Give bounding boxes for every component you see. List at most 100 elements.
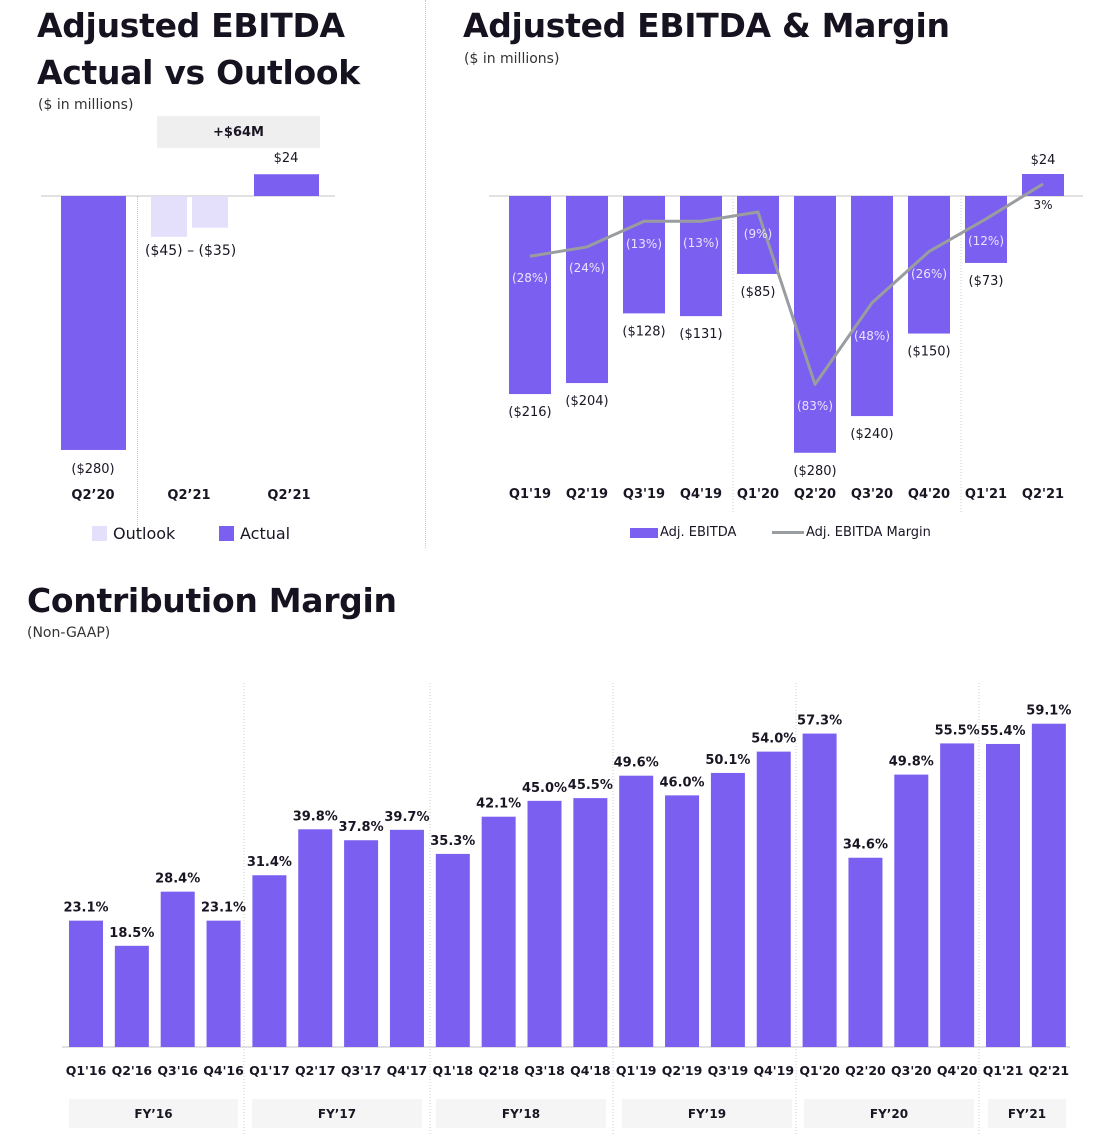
chart3-category-label: Q2'20 xyxy=(845,1063,886,1078)
chart2-value-label: ($128) xyxy=(622,324,665,339)
chart2-margin-label: 3% xyxy=(1033,198,1052,212)
panel-divider xyxy=(425,0,426,548)
chart3-value-label: 42.1% xyxy=(476,797,521,812)
legend-swatch-adj-ebitda-margin xyxy=(772,531,804,534)
chart3-category-label: Q1'20 xyxy=(799,1063,840,1078)
chart3-value-label: 23.1% xyxy=(201,901,246,916)
chart2-category-label: Q4'20 xyxy=(908,487,950,502)
fiscal-year-band: FY’18 xyxy=(436,1099,606,1128)
chart2-bar-Q1'19 xyxy=(509,196,551,395)
legend-label-outlook: Outlook xyxy=(113,524,176,543)
chart2-value-label: ($73) xyxy=(969,274,1004,289)
chart3-value-label: 49.8% xyxy=(889,755,934,770)
chart3-category-label: Q2'19 xyxy=(662,1063,703,1078)
chart3-category-label: Q2'18 xyxy=(478,1063,519,1078)
chart3-value-label: 45.5% xyxy=(568,778,613,793)
panel1-group-divider xyxy=(137,196,138,526)
chart3-category-label: Q4'20 xyxy=(937,1063,978,1078)
chart2-bar-Q2'19 xyxy=(566,196,608,384)
chart3-category-label: Q3'18 xyxy=(524,1063,565,1078)
chart3-value-label: 59.1% xyxy=(1026,704,1071,719)
chart3-category-label: Q1'18 xyxy=(433,1063,474,1078)
chart3-value-label: 28.4% xyxy=(155,872,200,887)
chart3-bar-Q2'17 xyxy=(298,829,333,1047)
chart2-bar-Q2'20 xyxy=(794,196,836,453)
panel2-subtitle: ($ in millions) xyxy=(464,51,560,67)
outlook-range-label: ($45) – ($35) xyxy=(145,243,237,259)
chart2-value-label: $24 xyxy=(1031,153,1056,168)
fiscal-year-band: FY’16 xyxy=(69,1099,238,1128)
chart3-category-label: Q1'16 xyxy=(66,1063,107,1078)
legend-outlook: Outlook xyxy=(92,524,175,543)
legend-label-adj-ebitda: Adj. EBITDA xyxy=(660,525,737,540)
chart3-bar-Q1'17 xyxy=(252,875,287,1047)
chart1-bar-actual-3 xyxy=(254,174,319,196)
fiscal-year-band: FY’17 xyxy=(252,1099,422,1128)
chart2-margin-label: (24%) xyxy=(569,261,605,275)
chart3-value-label: 55.5% xyxy=(935,723,980,738)
chart2-margin-line xyxy=(529,182,1044,386)
chart3-value-label: 34.6% xyxy=(843,838,888,853)
legend-swatch-actual xyxy=(219,526,234,541)
chart3-category-label: Q4'16 xyxy=(203,1063,244,1078)
chart3-bar-Q4'16 xyxy=(206,920,241,1047)
chart2-category-label: Q2'21 xyxy=(1022,487,1064,502)
chart2-margin-label: (26%) xyxy=(911,267,947,281)
chart2-category-label: Q3'20 xyxy=(851,487,893,502)
chart3-category-label: Q2'16 xyxy=(112,1063,153,1078)
chart3-value-label: 39.7% xyxy=(384,810,429,825)
chart3-bar-Q4'18 xyxy=(573,798,608,1047)
chart3-bar-Q1'18 xyxy=(435,853,470,1047)
chart1-value-label-q2-20: ($280) xyxy=(71,462,114,477)
panel1-title-line2: Actual vs Outlook xyxy=(37,53,360,92)
chart2-margin-label: (83%) xyxy=(797,399,833,413)
panel1-subtitle: ($ in millions) xyxy=(38,97,134,113)
chart2-value-label: ($204) xyxy=(565,394,608,409)
chart3-bar-Q3'16 xyxy=(160,891,195,1047)
chart1-bar-outlook-1 xyxy=(151,196,187,237)
panel3-title: Contribution Margin xyxy=(27,581,397,620)
legend-adj-ebitda-margin: Adj. EBITDA Margin xyxy=(772,525,931,540)
chart3-bar-Q1'16 xyxy=(69,920,103,1047)
chart3-bar-Q1'21 xyxy=(986,743,1020,1047)
chart3-bar-Q3'19 xyxy=(710,772,745,1047)
legend-swatch-outlook xyxy=(92,526,107,541)
chart3-category-label: Q4'17 xyxy=(387,1063,428,1078)
chart3-bar-Q2'16 xyxy=(114,945,149,1047)
chart3-bar-Q2'19 xyxy=(665,795,700,1047)
legend-actual: Actual xyxy=(219,524,290,543)
chart3-value-label: 50.1% xyxy=(705,753,750,768)
chart3-category-label: Q1'19 xyxy=(616,1063,657,1078)
chart3-category-label: Q3'16 xyxy=(157,1063,198,1078)
chart2-category-label: Q1'21 xyxy=(965,487,1007,502)
fiscal-year-band: FY’20 xyxy=(804,1099,974,1128)
legend-swatch-adj-ebitda xyxy=(630,527,658,538)
chart3-value-label: 23.1% xyxy=(63,901,108,916)
chart1-bar-outlook-2 xyxy=(192,196,228,228)
chart2-category-label: Q4'19 xyxy=(680,487,722,502)
chart3-value-label: 35.3% xyxy=(430,834,475,849)
chart2-margin-label: (13%) xyxy=(683,236,719,250)
delta-label: +$64M xyxy=(213,124,264,140)
chart2-bar-Q1'21 xyxy=(965,196,1007,263)
panel1-title-line1: Adjusted EBITDA xyxy=(37,6,345,45)
chart2-value-label: ($280) xyxy=(793,464,836,479)
chart2-bar-Q1'20 xyxy=(737,196,779,274)
legend-label-actual: Actual xyxy=(240,524,291,543)
chart3-category-label: Q1'21 xyxy=(983,1063,1024,1078)
delta-annotation: +$64M xyxy=(157,116,320,148)
chart1-category-label: Q2’21 xyxy=(167,488,210,503)
chart3-value-label: 54.0% xyxy=(751,732,796,747)
chart3-value-label: 46.0% xyxy=(659,775,704,790)
chart1-category-label: Q2’21 xyxy=(267,488,310,503)
chart3-bar-Q4'19 xyxy=(756,751,791,1047)
chart2-margin-label: (9%) xyxy=(744,227,772,241)
chart3-bar-Q1'20 xyxy=(802,733,837,1047)
chart3-value-label: 31.4% xyxy=(247,855,292,870)
panel3-subtitle: (Non-GAAP) xyxy=(27,625,111,641)
chart3-category-label: Q4'18 xyxy=(570,1063,611,1078)
chart2-value-label: ($240) xyxy=(850,427,893,442)
